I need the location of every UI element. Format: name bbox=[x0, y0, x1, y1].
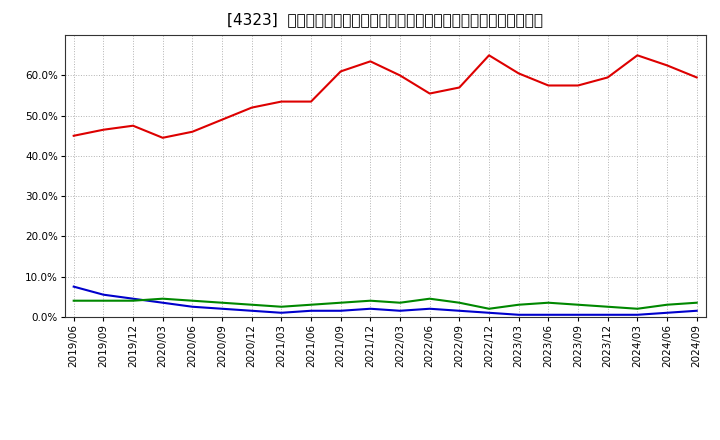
繰延税金資産 bbox=[455, 300, 464, 305]
自己資本 bbox=[485, 53, 493, 58]
繰延税金資産 bbox=[693, 300, 701, 305]
繰延税金資産 bbox=[158, 296, 167, 301]
のれん bbox=[217, 306, 226, 312]
Title: [4323]  自己資本、のれん、繰延税金資産の総資産に対する比率の推移: [4323] 自己資本、のれん、繰延税金資産の総資産に対する比率の推移 bbox=[228, 12, 543, 27]
のれん bbox=[514, 312, 523, 317]
自己資本 bbox=[574, 83, 582, 88]
のれん bbox=[277, 310, 286, 315]
繰延税金資産 bbox=[514, 302, 523, 308]
のれん bbox=[485, 310, 493, 315]
繰延税金資産 bbox=[396, 300, 405, 305]
のれん bbox=[158, 300, 167, 305]
自己資本 bbox=[99, 127, 108, 132]
Line: のれん: のれん bbox=[73, 286, 697, 315]
自己資本 bbox=[603, 75, 612, 80]
のれん bbox=[336, 308, 345, 313]
自己資本 bbox=[544, 83, 553, 88]
繰延税金資産 bbox=[662, 302, 671, 308]
自己資本 bbox=[396, 73, 405, 78]
自己資本 bbox=[217, 117, 226, 122]
繰延税金資産 bbox=[217, 300, 226, 305]
繰延税金資産 bbox=[426, 296, 434, 301]
のれん bbox=[455, 308, 464, 313]
のれん bbox=[426, 306, 434, 312]
自己資本 bbox=[455, 85, 464, 90]
のれん bbox=[188, 304, 197, 309]
のれん bbox=[574, 312, 582, 317]
自己資本 bbox=[336, 69, 345, 74]
自己資本 bbox=[662, 63, 671, 68]
のれん bbox=[396, 308, 405, 313]
のれん bbox=[69, 284, 78, 289]
自己資本 bbox=[188, 129, 197, 134]
繰延税金資産 bbox=[366, 298, 374, 303]
繰延税金資産 bbox=[336, 300, 345, 305]
Line: 繰延税金資産: 繰延税金資産 bbox=[73, 299, 697, 309]
自己資本 bbox=[277, 99, 286, 104]
のれん bbox=[544, 312, 553, 317]
のれん bbox=[366, 306, 374, 312]
繰延税金資産 bbox=[574, 302, 582, 308]
のれん bbox=[129, 296, 138, 301]
繰延税金資産 bbox=[188, 298, 197, 303]
繰延税金資産 bbox=[99, 298, 108, 303]
自己資本 bbox=[129, 123, 138, 128]
自己資本 bbox=[633, 53, 642, 58]
自己資本 bbox=[69, 133, 78, 139]
のれん bbox=[603, 312, 612, 317]
自己資本 bbox=[248, 105, 256, 110]
Legend: 自己資本, のれん, 繰延税金資産: 自己資本, のれん, 繰延税金資産 bbox=[238, 434, 532, 440]
自己資本 bbox=[426, 91, 434, 96]
のれん bbox=[99, 292, 108, 297]
繰延税金資産 bbox=[277, 304, 286, 309]
自己資本 bbox=[307, 99, 315, 104]
繰延税金資産 bbox=[544, 300, 553, 305]
のれん bbox=[662, 310, 671, 315]
Line: 自己資本: 自己資本 bbox=[73, 55, 697, 138]
自己資本 bbox=[693, 75, 701, 80]
繰延税金資産 bbox=[307, 302, 315, 308]
繰延税金資産 bbox=[129, 298, 138, 303]
のれん bbox=[693, 308, 701, 313]
繰延税金資産 bbox=[485, 306, 493, 312]
繰延税金資産 bbox=[603, 304, 612, 309]
自己資本 bbox=[514, 71, 523, 76]
のれん bbox=[307, 308, 315, 313]
繰延税金資産 bbox=[633, 306, 642, 312]
繰延税金資産 bbox=[248, 302, 256, 308]
自己資本 bbox=[158, 135, 167, 140]
自己資本 bbox=[366, 59, 374, 64]
のれん bbox=[633, 312, 642, 317]
繰延税金資産 bbox=[69, 298, 78, 303]
のれん bbox=[248, 308, 256, 313]
